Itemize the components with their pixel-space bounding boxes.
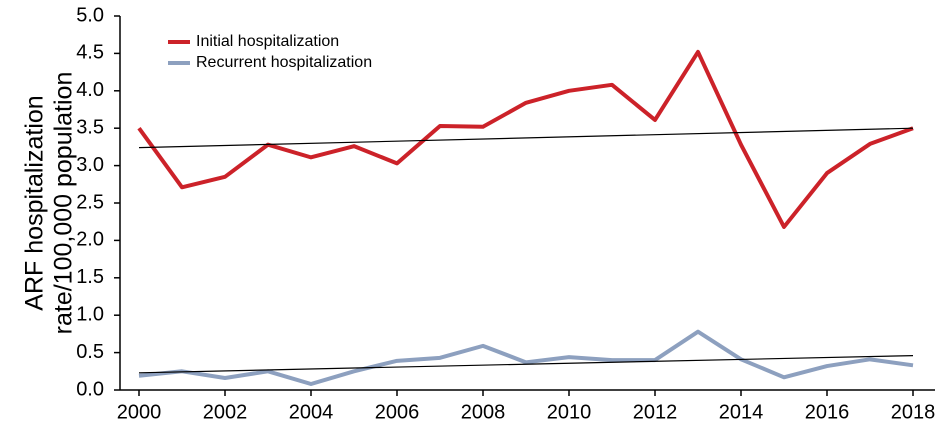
x-tick-label: 2006 — [375, 401, 420, 423]
trend-line — [138, 127, 914, 149]
x-tick-label: 2010 — [547, 401, 592, 423]
data-line — [137, 49, 914, 229]
x-tick-label: 2018 — [891, 401, 936, 423]
y-tick-label: 1.0 — [76, 303, 104, 325]
x-tick-label: 2012 — [633, 401, 678, 423]
y-tick-label: 4.5 — [76, 42, 104, 64]
y-tick-label: 3.0 — [76, 154, 104, 176]
x-tick-label: 2016 — [805, 401, 850, 423]
data-line — [138, 329, 914, 387]
trend-line — [138, 354, 914, 374]
y-axis-label: rate/100,000 population — [50, 72, 78, 335]
y-tick-label: 1.5 — [76, 266, 104, 288]
x-tick-label: 2008 — [461, 401, 506, 423]
y-axis-label: ARF hospitalization — [21, 95, 49, 310]
x-tick-label: 2000 — [117, 401, 162, 423]
y-axis-title: ARF hospitalization rate/100,000 populat… — [21, 72, 78, 335]
y-tick-label: 2.5 — [76, 191, 104, 213]
y-tick-label: 5.0 — [76, 4, 104, 26]
legend-label: Recurrent hospitalization — [196, 54, 372, 71]
y-tick-label: 0.0 — [76, 378, 104, 400]
x-tick-label: 2002 — [203, 401, 248, 423]
y-tick-label: 2.0 — [76, 229, 104, 251]
y-tick-label: 0.5 — [76, 341, 104, 363]
y-tick-label: 4.0 — [76, 79, 104, 101]
x-tick-label: 2014 — [719, 401, 764, 423]
legend-label: Initial hospitalization — [196, 33, 339, 50]
y-tick-label: 3.5 — [76, 116, 104, 138]
x-tick-label: 2004 — [289, 401, 334, 423]
